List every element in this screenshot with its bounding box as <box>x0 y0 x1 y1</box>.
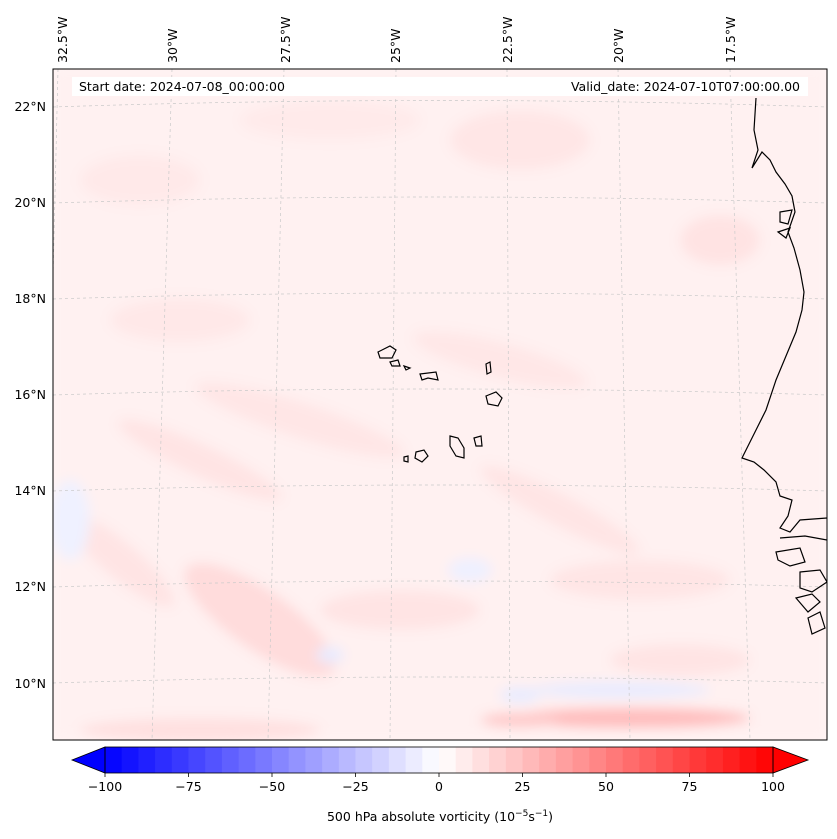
lon-label: 32.5°W <box>55 17 70 63</box>
colorbar-ticks: −100 −75 −50 −25 0 25 50 75 100 <box>88 773 785 794</box>
colorbar-segment <box>472 747 490 773</box>
lat-label: 18°N <box>14 291 46 306</box>
colorbar-segment <box>205 747 223 773</box>
colorbar-segment <box>171 747 190 773</box>
header-box <box>72 77 808 96</box>
colorbar-segment <box>121 747 139 773</box>
colorbar-segment <box>138 747 156 773</box>
lat-label: 16°N <box>14 387 46 402</box>
colorbar-segment <box>589 747 607 773</box>
island-santiago <box>449 435 465 459</box>
colorbar-segment <box>639 747 657 773</box>
colorbar-tick-label: −75 <box>175 779 201 794</box>
longitude-labels: 32.5°W 30°W 27.5°W 25°W 22.5°W 20°W 17.5… <box>55 17 738 63</box>
colorbar-segment <box>155 747 173 773</box>
lon-label: 25°W <box>388 28 403 63</box>
colorbar-segment <box>288 747 306 773</box>
colorbar-segment <box>539 747 557 773</box>
colorbar-segment <box>272 747 290 773</box>
colorbar-segment <box>221 747 240 773</box>
colorbar-segment <box>756 747 774 773</box>
vorticity-field <box>53 69 827 740</box>
colorbar-tick-label: 25 <box>515 779 531 794</box>
lat-label: 22°N <box>14 99 46 114</box>
latitude-labels: 22°N 20°N 18°N 16°N 14°N 12°N 10°N <box>14 99 46 691</box>
colorbar-segment <box>255 747 273 773</box>
colorbar-segment <box>322 747 340 773</box>
colorbar-segment <box>505 747 524 773</box>
island-sal <box>485 361 492 375</box>
colorbar-segment <box>405 747 423 773</box>
colorbar-segment <box>455 747 473 773</box>
colorbar-segment <box>372 747 390 773</box>
colorbar-min-extend <box>70 746 106 774</box>
start-date-label: Start date: 2024-07-08_00:00:00 <box>79 79 285 94</box>
island-fogo <box>414 449 429 463</box>
lon-label: 17.5°W <box>723 17 738 63</box>
valid-date-label: Valid_date: 2024-07-10T07:00:00.00 <box>571 79 800 94</box>
colorbar-segment <box>622 747 640 773</box>
colorbar-segment <box>305 747 323 773</box>
lat-label: 12°N <box>14 579 46 594</box>
island-boa-vista <box>485 391 503 407</box>
island-santo-antao <box>377 345 397 359</box>
colorbar-segment <box>555 747 574 773</box>
island-maio <box>473 435 483 447</box>
colorbar-segment <box>606 747 624 773</box>
colorbar-tick-label: 75 <box>682 779 698 794</box>
colorbar-segment <box>722 747 741 773</box>
colorbar-segment <box>355 747 373 773</box>
colorbar-segment <box>188 747 206 773</box>
colorbar-segment <box>439 747 457 773</box>
island-sao-vicente <box>389 359 401 367</box>
colorbar: −100 −75 −50 −25 0 25 50 75 100 500 hPa absolute… <box>70 746 810 824</box>
lat-label: 10°N <box>14 676 46 691</box>
colorbar-tick-label: 0 <box>435 779 443 794</box>
colorbar-segment <box>656 747 674 773</box>
colorbar-segment <box>105 747 123 773</box>
colorbar-segment <box>422 747 440 773</box>
colorbar-tick-label: −100 <box>88 779 122 794</box>
africa-coastline <box>741 97 827 533</box>
lat-label: 14°N <box>14 483 46 498</box>
island-santa-luzia <box>402 364 412 371</box>
lon-label: 20°W <box>611 28 626 63</box>
island-brava <box>403 455 409 463</box>
colorbar-segment <box>338 747 357 773</box>
colorbar-max-extend <box>772 746 810 774</box>
colorbar-segment <box>739 747 757 773</box>
colorbar-segment <box>672 747 691 773</box>
graticule <box>53 69 827 740</box>
island-sao-nicolau <box>419 371 439 381</box>
lon-label: 22.5°W <box>500 17 515 63</box>
colorbar-tick-label: −25 <box>342 779 368 794</box>
colorbar-label: 500 hPa absolute vorticity (10−5s−1) <box>327 809 553 824</box>
colorbar-segment <box>388 747 407 773</box>
map-panel: Start date: 2024-07-08_00:00:00 Valid_da… <box>52 68 828 741</box>
colorbar-segment <box>706 747 724 773</box>
map-frame <box>52 68 828 741</box>
lat-label: 20°N <box>14 195 46 210</box>
lon-label: 27.5°W <box>278 17 293 63</box>
colorbar-segment <box>489 747 507 773</box>
colorbar-segment <box>522 747 540 773</box>
colorbar-segments <box>105 747 774 773</box>
colorbar-tick-label: 100 <box>761 779 785 794</box>
colorbar-segment <box>238 747 256 773</box>
lon-label: 30°W <box>165 28 180 63</box>
colorbar-tick-label: −50 <box>259 779 285 794</box>
colorbar-segment <box>572 747 590 773</box>
colorbar-segment <box>689 747 707 773</box>
coastline <box>377 97 827 635</box>
colorbar-tick-label: 50 <box>598 779 614 794</box>
